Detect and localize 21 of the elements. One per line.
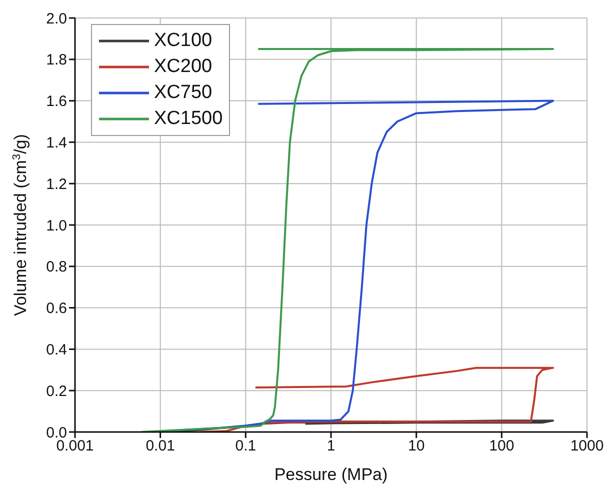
y-tick-label: 1.0 [46,217,67,234]
y-tick-label: 1.6 [46,93,67,110]
x-tick-label: 0.01 [146,438,175,455]
y-tick-label: 0.4 [46,342,67,359]
y-tick-label: 0.2 [46,382,67,400]
x-tick-label: 0.1 [235,438,256,455]
x-tick-label: 1000 [570,438,604,455]
legend-label: XC100 [154,29,212,53]
x-tick-label: 100 [489,438,514,455]
y-tick-label: 1.4 [46,134,67,152]
y-tick-label: 1.8 [46,52,67,69]
x-axis-title: Pessure (MPa) [274,465,388,484]
y-tick-label: 0.6 [46,300,67,318]
legend-label: XC200 [154,55,212,79]
y-tick-label: 0.8 [46,258,67,276]
legend-label: XC750 [154,81,212,105]
legend-label: XC1500 [154,107,223,131]
x-tick-label: 1 [326,438,336,455]
y-tick-label: 1.2 [46,176,67,193]
x-tick-label: 10 [408,438,425,455]
y-tick-label: 2.0 [46,10,67,28]
